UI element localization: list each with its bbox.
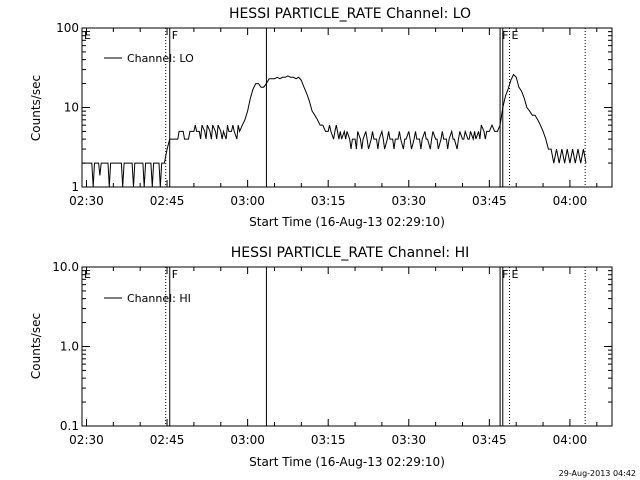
lo-legend: Channel: LO bbox=[104, 52, 194, 65]
hi-event-marker-label: F bbox=[172, 268, 178, 281]
lo-x-ticks: 02:30 02:45 03:00 03:15 03:30 03:45 04:00 bbox=[69, 28, 598, 208]
hi-x-tick-label: 03:30 bbox=[391, 433, 426, 447]
hi-x-axis-label: Start Time (16-Aug-13 02:29:10) bbox=[249, 455, 445, 469]
hi-x-tick-label: 03:45 bbox=[472, 433, 507, 447]
lo-y-tick-label: 1 bbox=[71, 180, 79, 194]
hi-y-tick-label: 0.1 bbox=[60, 419, 79, 433]
lo-x-tick-label: 03:30 bbox=[391, 194, 426, 208]
lo-y-axis-label: Counts/sec bbox=[29, 75, 43, 141]
hi-legend-label: Channel: HI bbox=[127, 292, 191, 305]
hi-event-marker-label: E bbox=[84, 268, 91, 281]
hi-legend: Channel: HI bbox=[104, 292, 191, 305]
hi-x-tick-label: 04:00 bbox=[553, 433, 588, 447]
lo-x-tick-label: 03:45 bbox=[472, 194, 507, 208]
hi-chart-title: HESSI PARTICLE_RATE Channel: HI bbox=[231, 245, 469, 261]
hi-x-ticks: 02:30 02:45 03:00 03:15 03:30 03:45 04:00 bbox=[69, 267, 598, 447]
hi-y-tick-label: 1.0 bbox=[60, 340, 79, 354]
hi-y-axis-label: Counts/sec bbox=[29, 313, 43, 379]
lo-y-tick-label: 100 bbox=[56, 21, 79, 35]
generation-timestamp: 29-Aug-2013 04:42 bbox=[559, 469, 636, 478]
lo-event-marker-label: E bbox=[84, 29, 91, 42]
lo-x-tick-label: 02:30 bbox=[69, 194, 104, 208]
hi-x-tick-label: 03:00 bbox=[230, 433, 265, 447]
hi-x-tick-label: 03:15 bbox=[311, 433, 346, 447]
lo-event-marker-label: F bbox=[172, 29, 178, 42]
lo-y-tick-label: 10 bbox=[64, 101, 79, 115]
lo-x-tick-label: 03:00 bbox=[230, 194, 265, 208]
lo-chart-title: HESSI PARTICLE_RATE Channel: LO bbox=[229, 6, 471, 22]
hi-y-tick-label: 10.0 bbox=[52, 260, 79, 274]
lo-event-marker-label: F bbox=[502, 29, 508, 42]
hi-x-tick-label: 02:45 bbox=[150, 433, 185, 447]
hi-event-marker-label: F bbox=[502, 268, 508, 281]
hi-y-ticks: 0.1 1.0 10.0 bbox=[52, 260, 612, 433]
lo-y-ticks: 1 10 100 bbox=[56, 21, 612, 194]
lo-x-tick-label: 02:45 bbox=[150, 194, 185, 208]
lo-legend-label: Channel: LO bbox=[127, 52, 194, 65]
lo-x-tick-label: 04:00 bbox=[553, 194, 588, 208]
lo-x-axis-label: Start Time (16-Aug-13 02:29:10) bbox=[249, 215, 445, 229]
lo-series-line bbox=[82, 73, 587, 188]
lo-x-tick-label: 03:15 bbox=[311, 194, 346, 208]
lo-event-marker-label: E bbox=[511, 29, 518, 42]
hi-event-marker-label: E bbox=[511, 268, 518, 281]
lo-plot-frame bbox=[81, 27, 613, 188]
hi-plot-frame bbox=[81, 266, 613, 427]
hi-x-tick-label: 02:30 bbox=[69, 433, 104, 447]
